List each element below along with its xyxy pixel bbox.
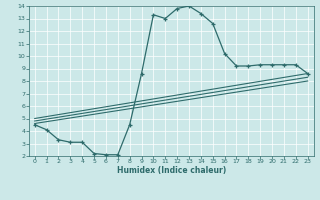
X-axis label: Humidex (Indice chaleur): Humidex (Indice chaleur) xyxy=(116,166,226,175)
